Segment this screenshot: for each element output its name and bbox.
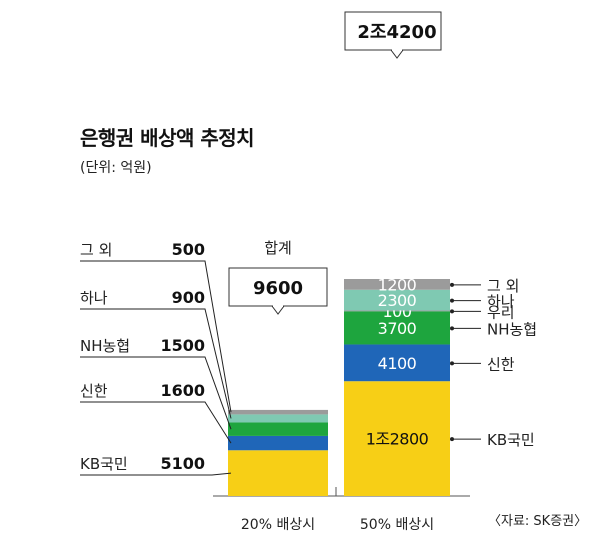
left-leader-line bbox=[80, 472, 232, 476]
bar-segment-0-1 bbox=[228, 435, 328, 451]
legend-label: KB국민 bbox=[487, 431, 535, 449]
bar-segment-0-5 bbox=[228, 409, 328, 415]
legend-label: 우리 bbox=[487, 303, 515, 321]
left-series-label: 신한 bbox=[80, 382, 108, 400]
bar-segment-0-4 bbox=[228, 414, 328, 423]
chart-title: 은행권 배상액 추정치 bbox=[80, 126, 255, 150]
segment-value-label: 1조2800 bbox=[366, 430, 429, 449]
left-series-label: KB국민 bbox=[80, 455, 128, 473]
left-series-label: 하나 bbox=[80, 289, 108, 307]
total-callout-box bbox=[228, 267, 328, 307]
category-label-50: 50% 배상시 bbox=[359, 517, 435, 533]
total-callout-box bbox=[344, 11, 442, 51]
total-callout-pointer bbox=[390, 49, 404, 59]
segment-value-label: 1200 bbox=[378, 275, 417, 294]
total-value-label: 9600 bbox=[253, 278, 303, 299]
left-series-value: 5100 bbox=[160, 454, 205, 473]
bar-segment-1-2 bbox=[344, 311, 450, 345]
bar-segment-1-5 bbox=[344, 278, 450, 290]
legend-label: 신한 bbox=[487, 355, 515, 373]
left-series-label: NH농협 bbox=[80, 337, 130, 355]
segment-value-label: 4100 bbox=[378, 354, 417, 373]
left-series-value: 1600 bbox=[160, 381, 205, 400]
segment-value-label: 2300 bbox=[378, 291, 417, 310]
left-series-value: 900 bbox=[172, 288, 205, 307]
bar-segment-1-4 bbox=[344, 289, 450, 311]
source-note: 〈자료: SK증권〉 bbox=[488, 514, 588, 529]
bar-segment-1-1 bbox=[344, 344, 450, 382]
bar-segment-1-3 bbox=[344, 310, 450, 312]
bar-segment-0-0 bbox=[228, 450, 328, 496]
left-leader-line bbox=[80, 356, 232, 430]
legend-label: NH농협 bbox=[487, 320, 537, 338]
left-series-value: 500 bbox=[172, 240, 205, 259]
total-callout-pointer bbox=[271, 305, 285, 315]
left-leader-line bbox=[80, 308, 232, 419]
chart-unit-note: (단위: 억원) bbox=[80, 160, 152, 176]
category-label-20: 20% 배상시 bbox=[240, 517, 316, 533]
left-leader-line bbox=[80, 401, 232, 444]
total-caption: 합계 bbox=[264, 239, 292, 257]
total-value-label: 2조4200 bbox=[357, 22, 436, 43]
bar-segment-1-0 bbox=[344, 381, 450, 496]
legend-label: 그 외 bbox=[487, 277, 519, 295]
left-series-label: 그 외 bbox=[80, 241, 112, 259]
legend-label: 하나 bbox=[487, 293, 515, 311]
segment-value-label: 3700 bbox=[378, 319, 417, 338]
left-series-value: 1500 bbox=[160, 336, 205, 355]
left-leader-line bbox=[80, 260, 232, 413]
bar-segment-0-2 bbox=[228, 422, 328, 436]
